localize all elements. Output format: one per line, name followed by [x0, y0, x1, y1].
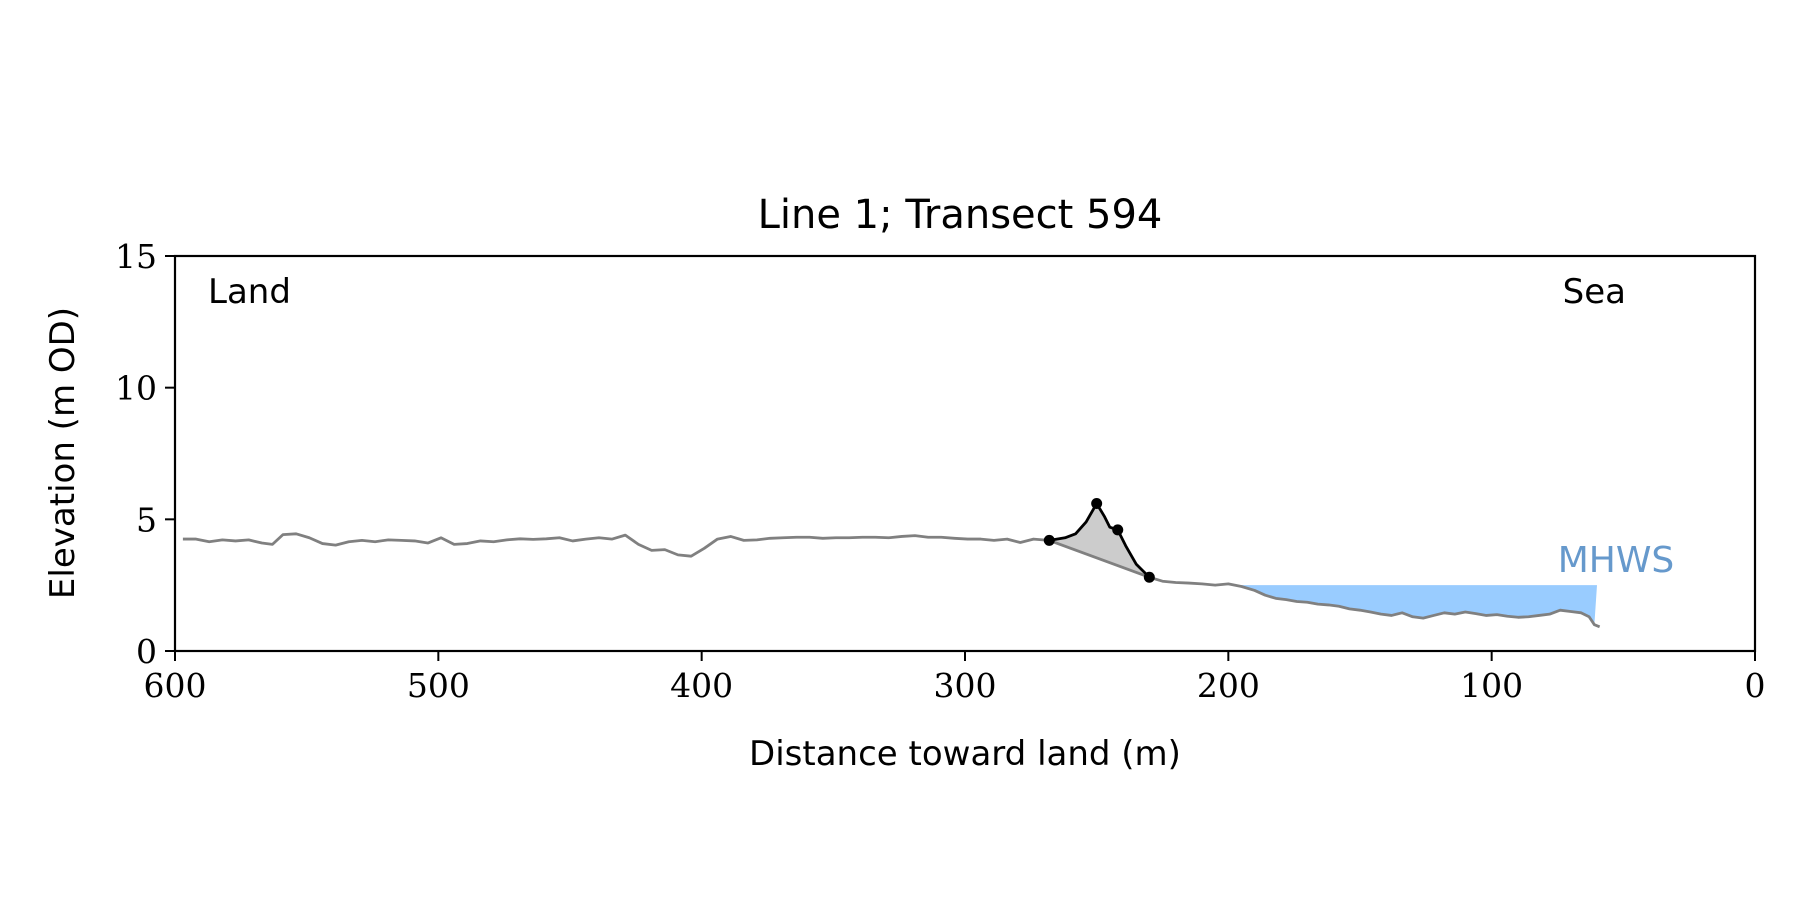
chart-title: Line 1; Transect 594	[758, 192, 1163, 238]
dune-point	[1091, 498, 1103, 510]
x-tick-label: 100	[1460, 666, 1523, 705]
x-tick-label: 0	[1745, 666, 1766, 705]
dune-volume-fill	[1049, 503, 1150, 578]
y-tick-label: 0	[136, 632, 157, 671]
land-annotation: Land	[208, 272, 291, 312]
y-tick-label: 5	[136, 500, 157, 539]
y-tick-label: 15	[115, 237, 157, 276]
y-axis: 0 5 10 15	[115, 237, 175, 671]
x-tick-label: 600	[144, 666, 207, 705]
plot-area	[182, 498, 1601, 629]
mhws-water-fill	[1233, 585, 1597, 625]
mhws-label: MHWS	[1558, 540, 1675, 581]
dune-point	[1112, 524, 1124, 536]
dune-point	[1043, 534, 1055, 546]
dune-profile-line	[1049, 502, 1151, 579]
y-tick-label: 10	[115, 369, 157, 408]
x-axis-label: Distance toward land (m)	[749, 734, 1181, 774]
x-tick-label: 200	[1197, 666, 1260, 705]
x-axis: 600 500 400 300 200 100 0	[144, 651, 1766, 705]
x-tick-label: 500	[407, 666, 470, 705]
x-tick-label: 400	[670, 666, 733, 705]
sea-annotation: Sea	[1563, 272, 1626, 312]
profile-line	[182, 532, 1601, 629]
y-axis-label: Elevation (m OD)	[43, 307, 83, 599]
x-tick-label: 300	[934, 666, 997, 705]
dune-point	[1143, 571, 1155, 583]
